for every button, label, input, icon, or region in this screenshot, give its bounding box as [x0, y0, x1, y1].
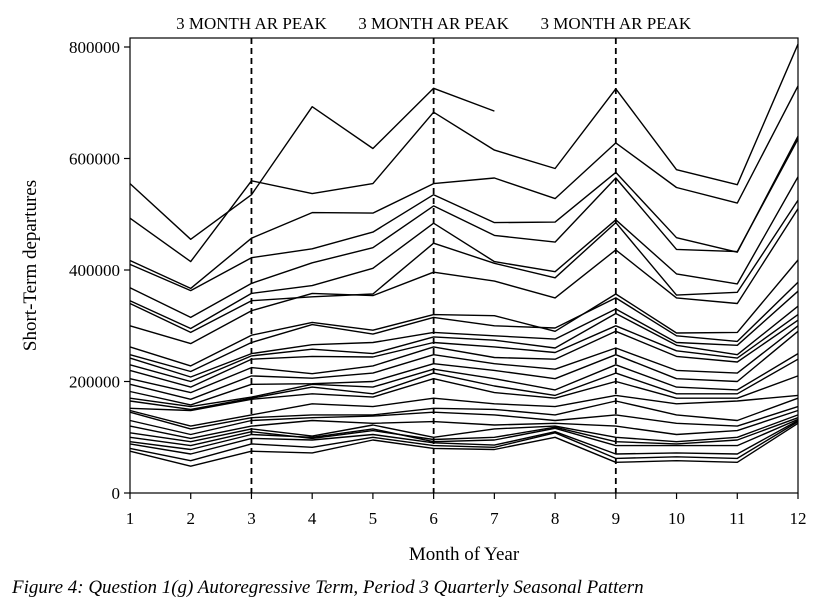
figure-caption: Figure 4: Question 1(g) Autoregressive T… [12, 577, 644, 598]
x-tick-label: 9 [612, 509, 621, 528]
plot-frame [129, 37, 799, 494]
series-line-15 [129, 325, 799, 400]
x-tick-label: 6 [429, 509, 438, 528]
series-line-29 [129, 422, 799, 467]
x-tick-label: 10 [668, 509, 685, 528]
series-line-7 [129, 199, 799, 334]
series-line-11 [129, 290, 799, 378]
y-tick-label: 600000 [69, 150, 120, 169]
series-line-27 [129, 419, 799, 455]
x-axis-label: Month of Year [409, 544, 520, 565]
series-line-14 [129, 319, 799, 394]
series-line-19 [129, 375, 799, 412]
series-line-1 [129, 87, 495, 241]
series-line-21 [129, 397, 799, 430]
reference-line-labels: 3 MONTH AR PEAK 3 MONTH AR PEAK 3 MONTH AR… [176, 14, 692, 33]
series-line-13 [129, 314, 799, 388]
series-line-23 [129, 409, 799, 440]
series-line-22 [129, 405, 799, 436]
series-line-5 [129, 138, 799, 319]
series-line-28 [129, 421, 799, 462]
x-tick-label: 8 [551, 509, 560, 528]
y-axis-label: Short-Term departures [20, 180, 41, 351]
series-line-25 [129, 417, 799, 447]
x-axis: 1 2 3 4 5 6 7 8 9 10 11 12 [126, 493, 807, 528]
y-tick-label: 0 [112, 484, 121, 503]
y-tick-label: 400000 [69, 261, 120, 280]
series-lines [129, 43, 799, 467]
series-line-16 [129, 330, 799, 406]
reference-line-label: 3 MONTH AR PEAK [176, 14, 327, 33]
reference-line-label: 3 MONTH AR PEAK [540, 14, 691, 33]
x-tick-label: 11 [729, 509, 745, 528]
y-tick-label: 800000 [69, 38, 120, 57]
series-line-18 [129, 358, 799, 411]
series-line-4 [129, 135, 799, 292]
y-axis: 0 200000 400000 600000 800000 [69, 38, 130, 503]
line-chart: 3 MONTH AR PEAK 3 MONTH AR PEAK 3 MONTH AR… [20, 14, 807, 565]
x-tick-label: 7 [490, 509, 499, 528]
x-tick-label: 1 [126, 509, 135, 528]
series-line-12 [129, 305, 799, 383]
y-tick-label: 200000 [69, 373, 120, 392]
series-line-2 [129, 43, 799, 263]
x-tick-label: 4 [308, 509, 317, 528]
x-tick-label: 3 [247, 509, 256, 528]
series-line-6 [129, 176, 799, 330]
x-tick-label: 12 [790, 509, 807, 528]
series-line-17 [129, 352, 799, 408]
series-line-10 [129, 281, 799, 373]
series-line-26 [129, 418, 799, 451]
series-line-8 [129, 208, 799, 345]
reference-line-label: 3 MONTH AR PEAK [358, 14, 509, 33]
series-line-20 [129, 394, 799, 427]
x-tick-label: 2 [186, 509, 195, 528]
series-line-9 [129, 259, 799, 367]
reference-lines [250, 38, 617, 493]
series-line-3 [129, 85, 799, 290]
x-tick-label: 5 [369, 509, 378, 528]
series-line-24 [129, 414, 799, 443]
